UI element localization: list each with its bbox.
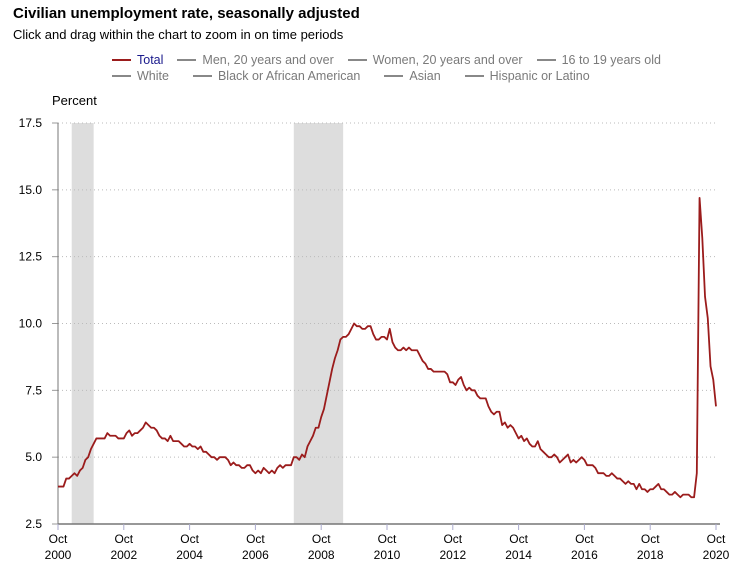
x-tick-label-year: 2016: [571, 548, 598, 562]
x-tick-label-month: Oct: [575, 532, 594, 546]
y-tick-label: 15.0: [19, 183, 43, 197]
x-tick-label-year: 2018: [637, 548, 664, 562]
legend-item-black[interactable]: Black or African American: [192, 69, 361, 83]
x-tick-label-month: Oct: [509, 532, 528, 546]
x-tick-label-year: 2010: [374, 548, 401, 562]
chart-subtitle: Click and drag within the chart to zoom …: [13, 27, 344, 42]
legend-item-women-20-over[interactable]: Women, 20 years and over: [347, 53, 523, 67]
x-tick-label-month: Oct: [246, 532, 265, 546]
x-tick-label-year: 2004: [176, 548, 203, 562]
x-tick-label-month: Oct: [114, 532, 133, 546]
x-tick-label-month: Oct: [641, 532, 660, 546]
legend-label: Men, 20 years and over: [202, 53, 334, 67]
legend-swatch: [112, 75, 131, 77]
legend-item-hispanic[interactable]: Hispanic or Latino: [464, 69, 590, 83]
legend-swatch: [347, 59, 367, 61]
legend-swatch: [464, 75, 484, 77]
legend-swatch: [112, 59, 131, 61]
x-tick-label-month: Oct: [312, 532, 331, 546]
x-tick-label-month: Oct: [443, 532, 462, 546]
y-tick-label: 5.0: [25, 450, 42, 464]
legend-item-white[interactable]: White: [112, 69, 169, 83]
x-tick-label-year: 2008: [308, 548, 335, 562]
y-tick-label: 7.5: [25, 383, 42, 397]
x-tick-label-year: 2000: [45, 548, 72, 562]
legend-label: 16 to 19 years old: [561, 53, 661, 67]
legend: Total Men, 20 years and over Women, 20 y…: [112, 52, 675, 84]
y-tick-label: 2.5: [25, 517, 42, 531]
x-tick-label-month: Oct: [49, 532, 68, 546]
x-tick-label-year: 2014: [505, 548, 532, 562]
legend-item-total[interactable]: Total: [112, 53, 163, 67]
x-tick-label-year: 2002: [110, 548, 137, 562]
x-tick-label-year: 2020: [703, 548, 730, 562]
x-tick-label-year: 2006: [242, 548, 269, 562]
legend-label: Black or African American: [217, 69, 361, 83]
legend-swatch: [384, 75, 404, 77]
y-tick-label: 17.5: [19, 116, 43, 130]
legend-item-asian[interactable]: Asian: [384, 69, 441, 83]
legend-swatch: [536, 59, 556, 61]
legend-label: Total: [137, 53, 164, 67]
legend-swatch: [177, 59, 197, 61]
legend-swatch: [192, 75, 212, 77]
series-line-total: [58, 196, 717, 499]
x-tick-label-year: 2012: [439, 548, 466, 562]
y-tick-label: 12.5: [19, 250, 43, 264]
legend-label: Women, 20 years and over: [372, 53, 523, 67]
y-axis-label: Percent: [52, 93, 97, 108]
chart-title: Civilian unemployment rate, seasonally a…: [13, 5, 360, 22]
legend-label: White: [137, 69, 169, 83]
legend-item-16-to-19[interactable]: 16 to 19 years old: [536, 53, 661, 67]
x-tick-label-month: Oct: [378, 532, 397, 546]
legend-item-men-20-over[interactable]: Men, 20 years and over: [177, 53, 334, 67]
x-tick-label-month: Oct: [707, 532, 726, 546]
x-tick-label-month: Oct: [180, 532, 199, 546]
y-tick-label: 10.0: [19, 317, 43, 331]
legend-label: Asian: [409, 69, 441, 83]
legend-label: Hispanic or Latino: [489, 69, 590, 83]
